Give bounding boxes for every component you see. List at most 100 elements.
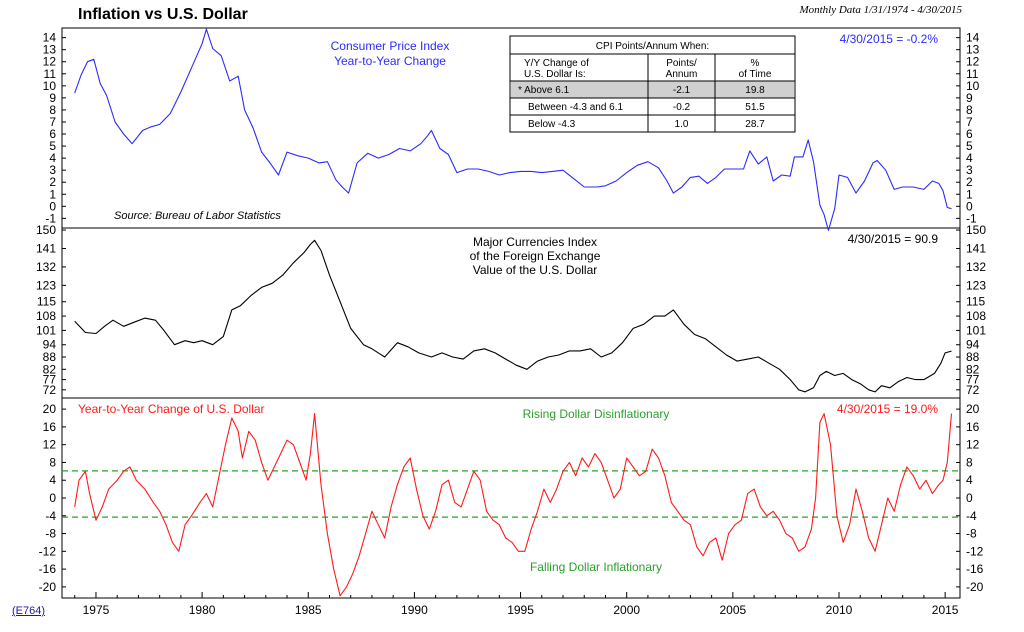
y-tick-label-left: 2 xyxy=(49,175,56,189)
y-tick-label-left: 20 xyxy=(43,402,57,416)
last-value-annotation: 4/30/2015 = 19.0% xyxy=(837,402,938,416)
y-tick-label-left: 3 xyxy=(49,163,56,177)
table-cell: 51.5 xyxy=(745,102,765,113)
series-line xyxy=(74,28,952,231)
table-header: Annum xyxy=(666,69,698,80)
y-tick-label-right: 16 xyxy=(966,420,980,434)
series-label: Year-to-Year Change xyxy=(334,54,446,68)
y-tick-label-right: 94 xyxy=(966,338,980,352)
y-tick-label-right: 108 xyxy=(966,309,986,323)
plot-frame xyxy=(61,27,961,599)
y-tick-label-right: -16 xyxy=(966,562,984,576)
y-tick-label-right: 5 xyxy=(966,139,973,153)
last-value-annotation: 4/30/2015 = -0.2% xyxy=(840,32,939,46)
y-tick-label-right: 123 xyxy=(966,278,986,292)
table-cell: Below -4.3 xyxy=(528,119,576,130)
table-cell: -2.1 xyxy=(673,85,691,96)
source-note: Source: Bureau of Labor Statistics xyxy=(114,210,281,222)
y-tick-label-right: -20 xyxy=(966,580,984,594)
y-tick-label-right: -1 xyxy=(966,211,977,225)
y-tick-label-left: -4 xyxy=(45,509,56,523)
y-tick-label-right: 82 xyxy=(966,362,980,376)
last-value-annotation: 4/30/2015 = 90.9 xyxy=(848,232,939,246)
y-tick-label-left: 5 xyxy=(49,139,56,153)
y-tick-label-right: -12 xyxy=(966,544,984,558)
series-label: Consumer Price Index xyxy=(331,39,450,53)
table-title: CPI Points/Annum When: xyxy=(596,41,709,52)
y-tick-label-right: 4 xyxy=(966,473,973,487)
y-tick-label-right: 141 xyxy=(966,241,986,255)
x-tick-label: 1985 xyxy=(295,603,322,617)
series-line xyxy=(74,413,953,597)
y-tick-label-right: 14 xyxy=(966,31,980,45)
y-tick-label-right: 0 xyxy=(966,491,973,505)
y-tick-label-left: 72 xyxy=(43,383,57,397)
y-tick-label-left: 0 xyxy=(49,491,56,505)
band-label: Rising Dollar Disinflationary xyxy=(523,407,670,421)
y-tick-label-left: 77 xyxy=(43,373,57,387)
y-tick-label-left: 12 xyxy=(43,438,57,452)
table-cell: 28.7 xyxy=(745,119,765,130)
y-tick-label-left: 132 xyxy=(36,260,56,274)
y-tick-label-right: 12 xyxy=(966,438,980,452)
chart-code-link[interactable]: (E764) xyxy=(12,605,46,617)
y-tick-label-left: -20 xyxy=(39,580,57,594)
y-tick-label-left: 7 xyxy=(49,115,56,129)
x-tick-label: 1975 xyxy=(83,603,110,617)
y-tick-label-right: 3 xyxy=(966,163,973,177)
x-tick-label: 1990 xyxy=(401,603,428,617)
table-header: U.S. Dollar Is: xyxy=(524,69,586,80)
y-tick-label-right: 77 xyxy=(966,373,980,387)
table-cell: 19.8 xyxy=(745,85,765,96)
table-header: Y/Y Change of xyxy=(524,58,589,69)
table-header: % xyxy=(751,58,760,69)
table-cell: Between -4.3 and 6.1 xyxy=(528,102,624,113)
table-header: Points/ xyxy=(666,58,697,69)
y-tick-label-left: -16 xyxy=(39,562,57,576)
y-tick-label-left: 11 xyxy=(44,67,57,81)
table-row-highlight xyxy=(511,81,794,98)
y-tick-label-right: 9 xyxy=(966,91,973,105)
y-tick-label-left: 82 xyxy=(43,362,57,376)
y-tick-label-right: 2 xyxy=(966,175,973,189)
x-tick-label: 2015 xyxy=(932,603,959,617)
y-tick-label-right: 132 xyxy=(966,260,986,274)
y-tick-label-left: -1 xyxy=(45,211,56,225)
y-tick-label-right: 115 xyxy=(966,295,985,309)
series-label: Major Currencies Index xyxy=(473,235,597,249)
series-line xyxy=(74,239,952,393)
y-tick-label-left: 8 xyxy=(49,103,56,117)
y-tick-label-left: 8 xyxy=(49,455,56,469)
chart-title: Inflation vs U.S. Dollar xyxy=(78,6,248,23)
y-tick-label-right: 6 xyxy=(966,127,973,141)
y-tick-label-left: 14 xyxy=(43,31,57,45)
y-tick-label-right: 13 xyxy=(966,43,980,57)
x-tick-label: 2010 xyxy=(826,603,853,617)
y-tick-label-left: -8 xyxy=(45,527,56,541)
y-tick-label-right: 150 xyxy=(966,223,986,237)
y-tick-label-right: 0 xyxy=(966,199,973,213)
y-tick-label-right: 7 xyxy=(966,115,973,129)
y-tick-label-left: 1 xyxy=(49,187,56,201)
table-cell: * Above 6.1 xyxy=(518,85,570,96)
x-tick-label: 1980 xyxy=(189,603,216,617)
y-tick-label-left: 4 xyxy=(49,151,56,165)
y-tick-label-right: 11 xyxy=(966,67,979,81)
y-tick-label-left: 115 xyxy=(37,295,56,309)
y-tick-label-left: 9 xyxy=(49,91,56,105)
y-tick-label-left: 6 xyxy=(49,127,56,141)
y-tick-label-left: 12 xyxy=(43,55,57,69)
y-tick-label-right: 88 xyxy=(966,350,980,364)
series-label: of the Foreign Exchange xyxy=(470,249,601,263)
y-tick-label-right: 101 xyxy=(966,323,986,337)
y-tick-label-left: 16 xyxy=(43,420,57,434)
x-tick-label: 2005 xyxy=(719,603,746,617)
y-tick-label-right: 4 xyxy=(966,151,973,165)
y-tick-label-left: 10 xyxy=(43,79,57,93)
y-tick-label-left: 4 xyxy=(49,473,56,487)
y-tick-label-left: 13 xyxy=(43,43,57,57)
y-tick-label-right: 8 xyxy=(966,455,973,469)
y-tick-label-left: 141 xyxy=(36,241,56,255)
chart-subtitle: Monthly Data 1/31/1974 - 4/30/2015 xyxy=(799,4,962,16)
